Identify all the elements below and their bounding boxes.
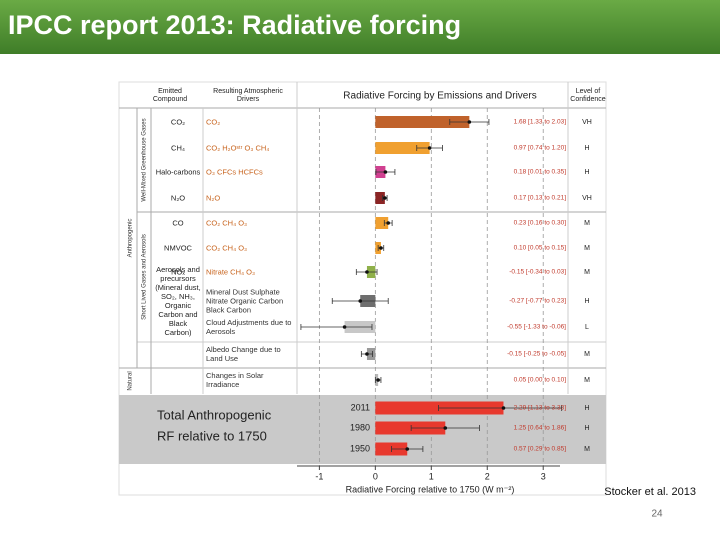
- column-header: Emitted Compound: [152, 88, 188, 103]
- atmospheric-driver: Nitrate CH₄ O₃: [206, 267, 256, 277]
- value-label: 0.97 [0.74 to 1.20]: [514, 145, 567, 152]
- best-estimate: [376, 378, 380, 382]
- emitted-compound: N₂O: [170, 193, 186, 203]
- emitted-compound: NMVOC: [164, 243, 192, 253]
- chart-title: Radiative Forcing by Emissions and Drive…: [343, 91, 536, 102]
- year-label: 2011: [351, 402, 370, 412]
- page-number: 24: [651, 509, 663, 520]
- year-label: 1950: [350, 443, 370, 453]
- value-label: 0.57 [0.29 to 0.85]: [514, 446, 567, 453]
- atmospheric-driver: Cloud Adjustments due to Aerosols: [206, 318, 292, 336]
- bar: [375, 116, 470, 128]
- column-header: Resulting Atmospheric Drivers: [213, 88, 283, 103]
- column-header: Level of Confidence: [570, 88, 606, 103]
- best-estimate: [443, 426, 448, 430]
- best-estimate: [427, 146, 432, 150]
- best-estimate: [386, 221, 391, 225]
- confidence-label: H: [584, 169, 589, 176]
- best-estimate: [405, 447, 410, 451]
- confidence-label: VH: [582, 119, 592, 126]
- best-estimate: [379, 246, 383, 250]
- bar: [375, 421, 446, 435]
- bar: [375, 217, 389, 229]
- slide-title: IPCC report 2013: Radiative forcing: [8, 10, 461, 40]
- total-title: Total Anthropogenic: [157, 407, 272, 422]
- bar: [375, 142, 430, 154]
- emitted-compound: CO: [172, 218, 184, 228]
- confidence-label: M: [584, 351, 590, 358]
- atmospheric-driver: Albedo Change due to Land Use: [206, 345, 281, 363]
- title-bar: [0, 0, 720, 54]
- value-label: 0.18 [0.01 to 0.35]: [514, 169, 567, 176]
- group-label: Anthropogenic: [128, 219, 134, 258]
- confidence-label: M: [584, 446, 590, 453]
- best-estimate: [365, 270, 369, 274]
- value-label: 0.23 [0.16 to 0.30]: [514, 220, 567, 227]
- x-tick-label: 0: [373, 471, 378, 481]
- value-label: 0.05 [0.00 to 0.10]: [514, 377, 567, 384]
- confidence-label: H: [584, 405, 589, 412]
- value-label: 0.10 [0.05 to 0.15]: [514, 245, 567, 252]
- group-label: Short Lived Gases and Aerosols: [142, 234, 148, 320]
- best-estimate: [383, 196, 387, 200]
- value-label: 1.68 [1.33 to 2.03]: [514, 119, 567, 126]
- value-label: -0.15 [-0.25 to -0.05]: [507, 351, 566, 358]
- confidence-label: M: [584, 269, 590, 276]
- confidence-label: M: [584, 220, 590, 227]
- confidence-label: M: [584, 377, 590, 384]
- best-estimate: [501, 406, 506, 410]
- error-bar: [300, 324, 373, 330]
- value-label: -0.55 [-1.33 to -0.06]: [507, 324, 566, 331]
- x-tick-label: 3: [541, 471, 546, 481]
- group-label: Natural: [128, 371, 134, 390]
- atmospheric-driver: N₂O: [206, 193, 221, 203]
- confidence-label: H: [584, 145, 589, 152]
- error-bar: [438, 405, 563, 411]
- confidence-label: VH: [582, 195, 592, 202]
- emitted-compound: CH₄: [171, 143, 185, 153]
- value-label: 2.29 [1.13 to 3.33]: [514, 405, 567, 412]
- bar: [375, 192, 385, 204]
- citation: Stocker et al. 2013: [604, 486, 696, 498]
- value-label: -0.27 [-0.77 to 0.23]: [509, 298, 566, 305]
- atmospheric-driver: CO₂ CH₄ O₃: [206, 243, 248, 253]
- group-label: Well-Mixed Greenhouse Gases: [142, 118, 148, 201]
- best-estimate: [365, 352, 369, 356]
- confidence-label: H: [584, 425, 589, 432]
- atmospheric-driver: O₃ CFCs HCFCs: [206, 167, 263, 177]
- total-title: RF relative to 1750: [157, 428, 267, 443]
- atmospheric-driver: CO₂ CH₄ O₃: [206, 218, 248, 228]
- emitted-compound: NOₓ: [171, 267, 185, 277]
- confidence-label: L: [585, 324, 589, 331]
- year-label: 1980: [350, 422, 370, 432]
- emitted-compound: Halo-carbons: [155, 167, 201, 177]
- x-tick-label: 1: [429, 471, 434, 481]
- x-tick-label: 2: [485, 471, 490, 481]
- value-label: 1.25 [0.64 to 1.86]: [514, 425, 567, 432]
- atmospheric-driver: Changes in Solar Irradiance: [206, 371, 264, 389]
- emitted-compound: Aerosols and precursors (Mineral dust, S…: [155, 265, 201, 337]
- best-estimate: [383, 170, 388, 174]
- total-panel: [119, 395, 606, 464]
- atmospheric-driver: Mineral Dust Sulphate Nitrate Organic Ca…: [206, 287, 284, 315]
- best-estimate: [467, 120, 472, 124]
- x-axis-label: Radiative Forcing relative to 1750 (W m⁻…: [346, 484, 515, 494]
- emitted-compound: CO₂: [170, 117, 186, 127]
- confidence-label: H: [584, 298, 589, 305]
- confidence-label: M: [584, 245, 590, 252]
- best-estimate: [358, 299, 363, 303]
- best-estimate: [342, 325, 347, 329]
- value-label: 0.17 [0.13 to 0.21]: [514, 195, 567, 202]
- atmospheric-driver: CO₂: [206, 117, 221, 127]
- x-tick-label: -1: [315, 471, 323, 481]
- value-label: -0.15 [-0.34 to 0.03]: [509, 269, 566, 276]
- atmospheric-driver: CO₂ H₂Oˢᵗʳ O₃ CH₄: [206, 143, 270, 153]
